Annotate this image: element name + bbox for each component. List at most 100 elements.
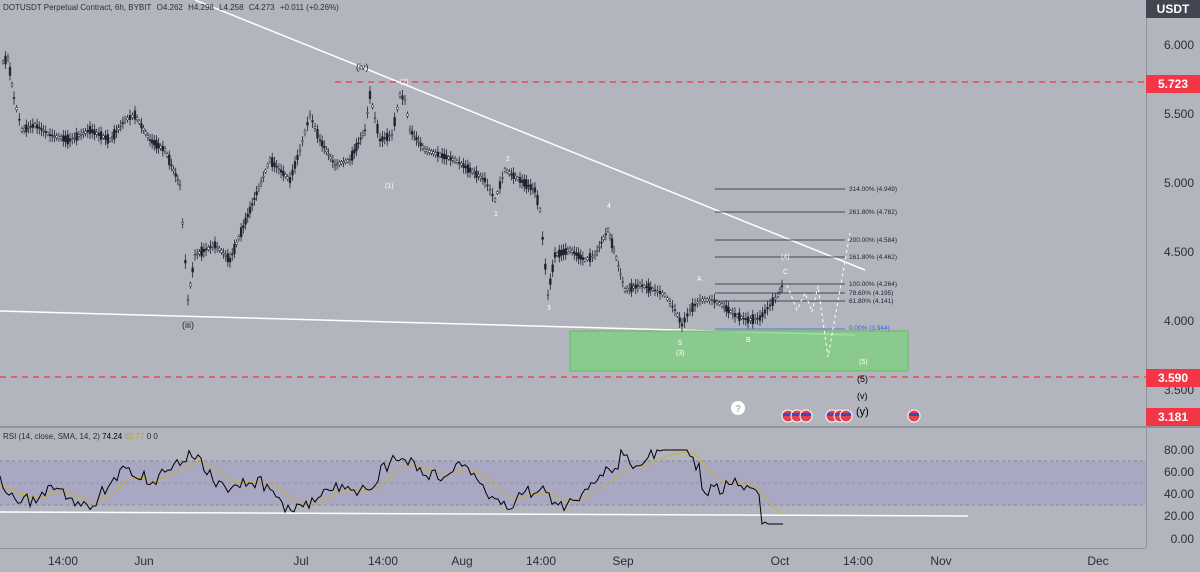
candle-body [282,170,285,176]
candle-body [632,285,635,289]
candle-body [59,136,63,140]
symbol-name[interactable]: DOTUSDT Perpetual Contract, 6h, BYBIT [3,3,152,12]
candle-body [731,313,734,315]
candle-body [82,132,85,135]
candle-body [630,283,633,293]
candle-body [708,298,711,302]
candle-body [340,161,343,165]
candle-body [649,287,652,291]
price-badge-3181: 3.181 [1146,408,1200,426]
candle-body [18,118,21,121]
rsi-pane[interactable] [0,428,1146,548]
candle-body [458,162,461,164]
candle-body [186,299,190,301]
fib-label-161: 161.80% (4.462) [849,254,897,261]
candle-body [438,153,442,157]
candle-body [668,301,672,304]
candle-body [325,149,328,152]
candle-body [410,131,414,135]
wave-label-1: 1 [494,211,498,218]
descending-trendline[interactable] [194,0,866,271]
wave-label-v: (v) [857,391,868,401]
candle-body [742,317,745,320]
candle-body [617,265,620,267]
candle-body [335,163,339,166]
candle-body [713,299,716,303]
candle-body [481,178,485,180]
us-flag-stripe [909,413,919,416]
candle-body [388,135,391,137]
fib-label-618: 61.80% (4.141) [849,298,893,305]
candle-body [727,306,730,314]
candle-body [207,246,210,250]
candle-body [6,56,10,60]
main-chart-pane[interactable]: 314.00% (4.949) 261.80% (4.782) 200.00% … [0,0,1146,426]
candle-body [318,139,322,142]
candle-body [656,290,659,293]
rsi-ma-line [0,451,784,515]
candle-body [518,177,522,183]
pane-separator[interactable] [0,426,1200,428]
candle-body [488,189,492,191]
candle-body [102,135,105,139]
candle-body [673,309,677,311]
candle-body [615,256,618,260]
fib-extension-levels[interactable] [715,188,845,330]
us-flag-stripe [801,413,811,416]
candle-body [468,167,472,173]
price-chart-svg[interactable]: 314.00% (4.949) 261.80% (4.782) 200.00% … [0,0,1146,426]
candle-body [691,303,694,312]
rsi-tick-20: 20.00 [1163,509,1194,523]
candle-body [12,97,16,99]
candle-body [623,288,627,292]
candle-body [746,316,750,324]
candle-body [75,132,78,141]
candle-body [390,134,394,136]
candle-body [510,174,513,176]
question-event-icon[interactable]: ? [731,401,745,415]
projection-path[interactable] [786,232,851,358]
candle-body [64,135,67,143]
candle-body [696,301,699,304]
candle-body [344,160,347,163]
currency-badge[interactable]: USDT [1146,0,1200,18]
candle-body [271,157,274,168]
price-axis[interactable]: USDT 6.000 5.500 5.000 4.500 4.000 3.500… [1146,0,1200,426]
candle-body [333,164,337,167]
candle-body [99,131,103,140]
candle-body [226,253,230,263]
candle-body [763,309,767,314]
candle-body [636,284,640,287]
candle-body [723,306,726,308]
candle-body [501,177,504,179]
candle-body [440,153,444,158]
us-flag-event-icons[interactable] [781,409,921,423]
candle-body [215,246,219,248]
candle-body [331,160,335,163]
candle-body [57,136,61,139]
candle-body [523,179,526,187]
candle-body [698,299,702,302]
candle-body [421,145,425,149]
candle-body [220,250,223,253]
candle-body [355,143,358,152]
rsi-label[interactable]: RSI (14, close, SMA, 14, 2) [3,432,100,441]
candle-body [44,131,47,134]
wave-label-3: 3 [547,305,551,312]
candle-body [275,165,278,168]
price-tick-5000: 5.000 [1163,176,1194,190]
time-tick: Jun [134,554,154,568]
candle-body [464,165,467,169]
time-axis[interactable]: 14:00 Jun Jul 14:00 Aug 14:00 Sep Oct 14… [0,548,1146,572]
rsi-axis[interactable]: 80.00 60.00 40.00 20.00 0.00 [1146,428,1200,548]
wave-label-2c: (2) [400,79,409,86]
candlestick-series[interactable] [1,51,784,333]
candle-body [161,145,165,152]
candle-body [296,155,299,160]
rsi-trendline[interactable] [0,511,969,517]
candle-body [35,124,39,129]
support-zone-box[interactable] [569,330,909,372]
rsi-chart-svg[interactable] [0,428,1146,548]
candle-body [327,153,330,156]
candle-body [449,156,452,161]
